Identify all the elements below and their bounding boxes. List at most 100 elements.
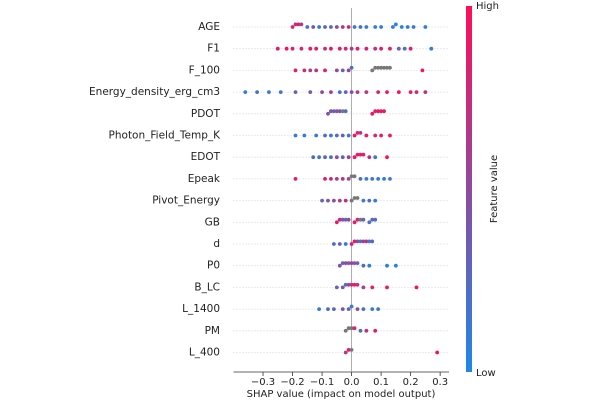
shap-point: [343, 350, 348, 355]
shap-point: [340, 68, 345, 73]
shap-point: [334, 220, 339, 225]
shap-point: [385, 90, 389, 94]
feature-label: EDOT: [191, 151, 221, 163]
shap-point: [334, 155, 339, 160]
shap-point: [343, 90, 348, 94]
shap-point: [293, 68, 298, 73]
shap-point: [352, 174, 357, 179]
shap-point: [361, 263, 366, 268]
shap-point: [373, 217, 378, 222]
shap-point: [314, 68, 319, 73]
shap-point: [385, 65, 389, 70]
shap-point: [423, 25, 428, 29]
shap-point: [346, 68, 351, 73]
shap-point: [358, 217, 363, 222]
shap-point: [352, 326, 357, 331]
colorbar-high-label: High: [476, 1, 499, 12]
shap-point: [367, 239, 372, 244]
shap-point: [388, 133, 392, 138]
shap-point: [346, 261, 351, 265]
shap-point: [393, 22, 398, 27]
shap-point: [355, 152, 360, 157]
feature-label: P0: [207, 260, 220, 272]
shap-point: [370, 307, 375, 311]
shap-point: [364, 90, 369, 94]
feature-label: Photon_Field_Temp_K: [109, 130, 222, 142]
shap-point: [361, 198, 366, 203]
shap-point: [399, 25, 404, 29]
shap-point: [323, 25, 327, 29]
shap-point: [364, 328, 369, 333]
shap-point: [323, 46, 327, 51]
shap-point: [361, 217, 366, 222]
shap-point: [320, 90, 324, 94]
shap-point: [367, 220, 372, 225]
shap-point: [340, 25, 345, 29]
shap-point: [423, 90, 428, 94]
shap-point: [349, 261, 354, 265]
shap-point: [346, 282, 351, 287]
shap-point: [364, 133, 369, 138]
shap-point: [343, 328, 348, 333]
shap-point: [376, 65, 381, 70]
shap-point: [320, 198, 324, 203]
feature-label: AGE: [198, 21, 220, 33]
shap-point: [364, 46, 369, 51]
shap-point: [337, 198, 342, 203]
shap-point: [435, 350, 440, 355]
x-tick-label: 0.2: [403, 377, 419, 388]
feature-label: B_LC: [194, 281, 220, 293]
shap-point: [391, 25, 395, 29]
shap-point: [255, 90, 260, 94]
shap-point: [370, 68, 375, 73]
shap-point: [340, 217, 345, 222]
shap-point: [388, 65, 392, 70]
shap-point: [334, 285, 339, 290]
shap-point: [337, 109, 342, 114]
shap-point: [329, 177, 333, 181]
shap-point: [361, 152, 366, 157]
shap-point: [343, 46, 348, 51]
shap-point: [352, 133, 357, 138]
shap-point: [346, 177, 351, 181]
shap-point: [290, 46, 295, 51]
shap-point: [326, 307, 330, 311]
shap-point: [331, 109, 336, 114]
shap-point: [346, 307, 351, 311]
shap-point: [358, 328, 363, 333]
shap-point: [396, 46, 401, 51]
shap-point: [343, 109, 348, 114]
shap-point: [340, 285, 345, 290]
shap-point: [329, 46, 333, 51]
shap-point: [379, 133, 384, 138]
colorbar: [466, 6, 472, 372]
shap-point: [385, 285, 389, 290]
shap-point: [352, 261, 357, 265]
shap-point: [243, 90, 248, 94]
feature-label: F1: [207, 43, 220, 55]
shap-point: [393, 263, 398, 268]
shap-point: [323, 133, 327, 138]
shap-point: [275, 46, 280, 51]
shap-point: [326, 111, 330, 116]
shap-point: [414, 285, 419, 290]
shap-point: [379, 65, 384, 70]
shap-point: [373, 65, 378, 70]
shap-point: [346, 155, 351, 160]
feature-label: d: [213, 238, 220, 250]
shap-point: [361, 239, 366, 244]
shap-point: [334, 68, 339, 73]
x-axis-label: SHAP value (impact on model output): [247, 389, 436, 400]
shap-point: [334, 109, 339, 114]
shap-point: [376, 307, 381, 311]
shap-point: [376, 177, 381, 181]
feature-label: L_1400: [182, 303, 220, 315]
shap-point: [361, 307, 366, 311]
shap-point: [364, 25, 369, 29]
shap-point: [349, 174, 354, 179]
feature-label: L_400: [189, 347, 220, 359]
shap-point: [329, 133, 333, 138]
shap-point: [370, 217, 375, 222]
shap-point: [329, 25, 333, 29]
shap-point: [355, 90, 360, 94]
